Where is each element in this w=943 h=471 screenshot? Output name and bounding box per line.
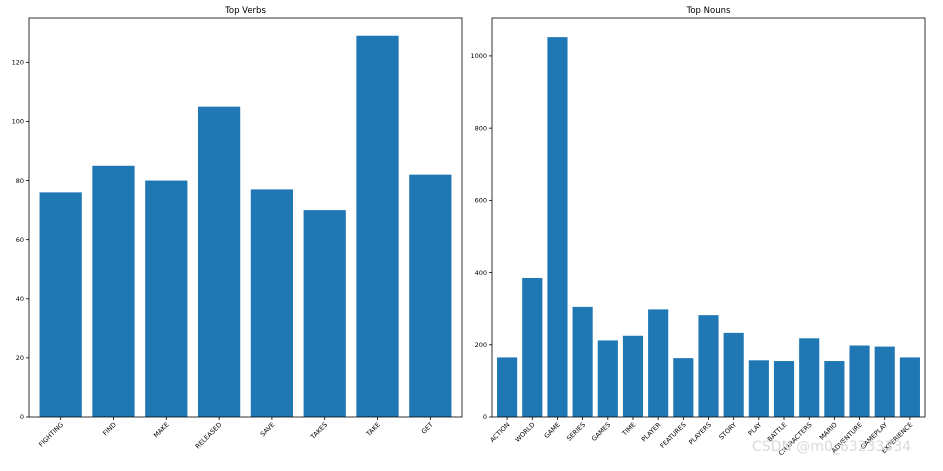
verbs-chart-panel: Top Verbs 0 20 40 60 80 100 120 FIGHTING FIND MAKE… bbox=[12, 6, 463, 451]
nouns-bar-features bbox=[673, 358, 694, 417]
nouns-xtick-label: ACTION bbox=[488, 421, 511, 444]
nouns-ytick-label: 400 bbox=[475, 269, 487, 277]
nouns-xtick-label: PLAYER bbox=[640, 420, 663, 443]
nouns-ytick-label: 600 bbox=[475, 197, 487, 205]
nouns-bar-experience bbox=[899, 357, 920, 417]
nouns-bar-adventure bbox=[849, 345, 870, 417]
nouns-xtick-label: SERIES bbox=[565, 421, 587, 443]
nouns-ytick-label: 1000 bbox=[470, 52, 487, 60]
verbs-xtick-label: FIND bbox=[101, 421, 118, 438]
verbs-bar-take bbox=[356, 35, 399, 417]
verbs-bar-make bbox=[145, 180, 188, 417]
nouns-bar-series bbox=[572, 306, 593, 417]
nouns-bar-action bbox=[497, 357, 518, 417]
nouns-bar-gameplay bbox=[874, 346, 895, 417]
verbs-xtick-label: GET bbox=[420, 421, 435, 436]
verbs-axes-frame bbox=[28, 17, 463, 418]
verbs-xtick-label: FIGHTING bbox=[37, 421, 65, 449]
verbs-ytick-label: 0 bbox=[20, 413, 24, 421]
watermark-text: CSDN @m0_63233334 bbox=[752, 439, 912, 455]
verbs-xtick-label: TAKE bbox=[364, 421, 382, 439]
verbs-ytick-label: 80 bbox=[16, 177, 24, 185]
nouns-bar-world bbox=[522, 277, 543, 417]
nouns-chart-panel: Top Nouns 0 200 400 600 800 1000 ACTION WORLD GAM… bbox=[470, 6, 926, 457]
nouns-bar-story bbox=[723, 332, 744, 417]
nouns-ytick-label: 200 bbox=[475, 341, 487, 349]
nouns-bar-players bbox=[698, 315, 719, 417]
nouns-bar-game bbox=[547, 37, 568, 417]
verbs-bar-takes bbox=[303, 210, 346, 417]
verbs-ytick-label: 60 bbox=[16, 236, 24, 244]
verbs-ytick-label: 120 bbox=[12, 59, 24, 67]
nouns-xtick-label: PLAY bbox=[747, 421, 764, 438]
verbs-bar-fighting bbox=[39, 192, 82, 417]
nouns-xtick-label: PLAYERS bbox=[687, 421, 713, 447]
nouns-bar-characters bbox=[799, 338, 820, 417]
verbs-ytick-label: 20 bbox=[16, 354, 24, 362]
verbs-xtick-label: SAVE bbox=[259, 421, 277, 439]
nouns-chart-title: Top Nouns bbox=[686, 6, 731, 16]
nouns-xtick-label: WORLD bbox=[514, 421, 537, 444]
verbs-bar-save bbox=[250, 189, 294, 417]
nouns-xtick-label: GAME bbox=[543, 421, 562, 440]
nouns-bar-time bbox=[622, 335, 644, 417]
nouns-xtick-label: FEATURES bbox=[659, 421, 688, 450]
nouns-bar-battle bbox=[773, 361, 795, 417]
nouns-ytick-label: 800 bbox=[475, 124, 487, 132]
nouns-xtick-label: STORY bbox=[717, 421, 738, 442]
verbs-bar-find bbox=[92, 165, 135, 417]
verbs-xtick-label: MAKE bbox=[152, 421, 171, 440]
nouns-xtick-label: TIME bbox=[620, 421, 637, 438]
verbs-chart-title: Top Verbs bbox=[224, 6, 266, 16]
nouns-xtick-label: GAMES bbox=[590, 421, 612, 443]
verbs-ytick-label: 40 bbox=[16, 295, 24, 303]
verbs-ytick-label: 100 bbox=[12, 118, 24, 126]
verbs-xtick-label: RELEASED bbox=[194, 421, 224, 451]
nouns-bar-play bbox=[748, 360, 769, 417]
nouns-bar-mario bbox=[824, 361, 845, 417]
nouns-bar-player bbox=[648, 309, 669, 417]
verbs-xtick-label: TAKES bbox=[308, 421, 329, 442]
verbs-bar-released bbox=[197, 106, 241, 418]
verbs-bar-get bbox=[409, 174, 452, 417]
nouns-ytick-label: 0 bbox=[483, 413, 487, 421]
nouns-bar-games bbox=[597, 340, 618, 417]
